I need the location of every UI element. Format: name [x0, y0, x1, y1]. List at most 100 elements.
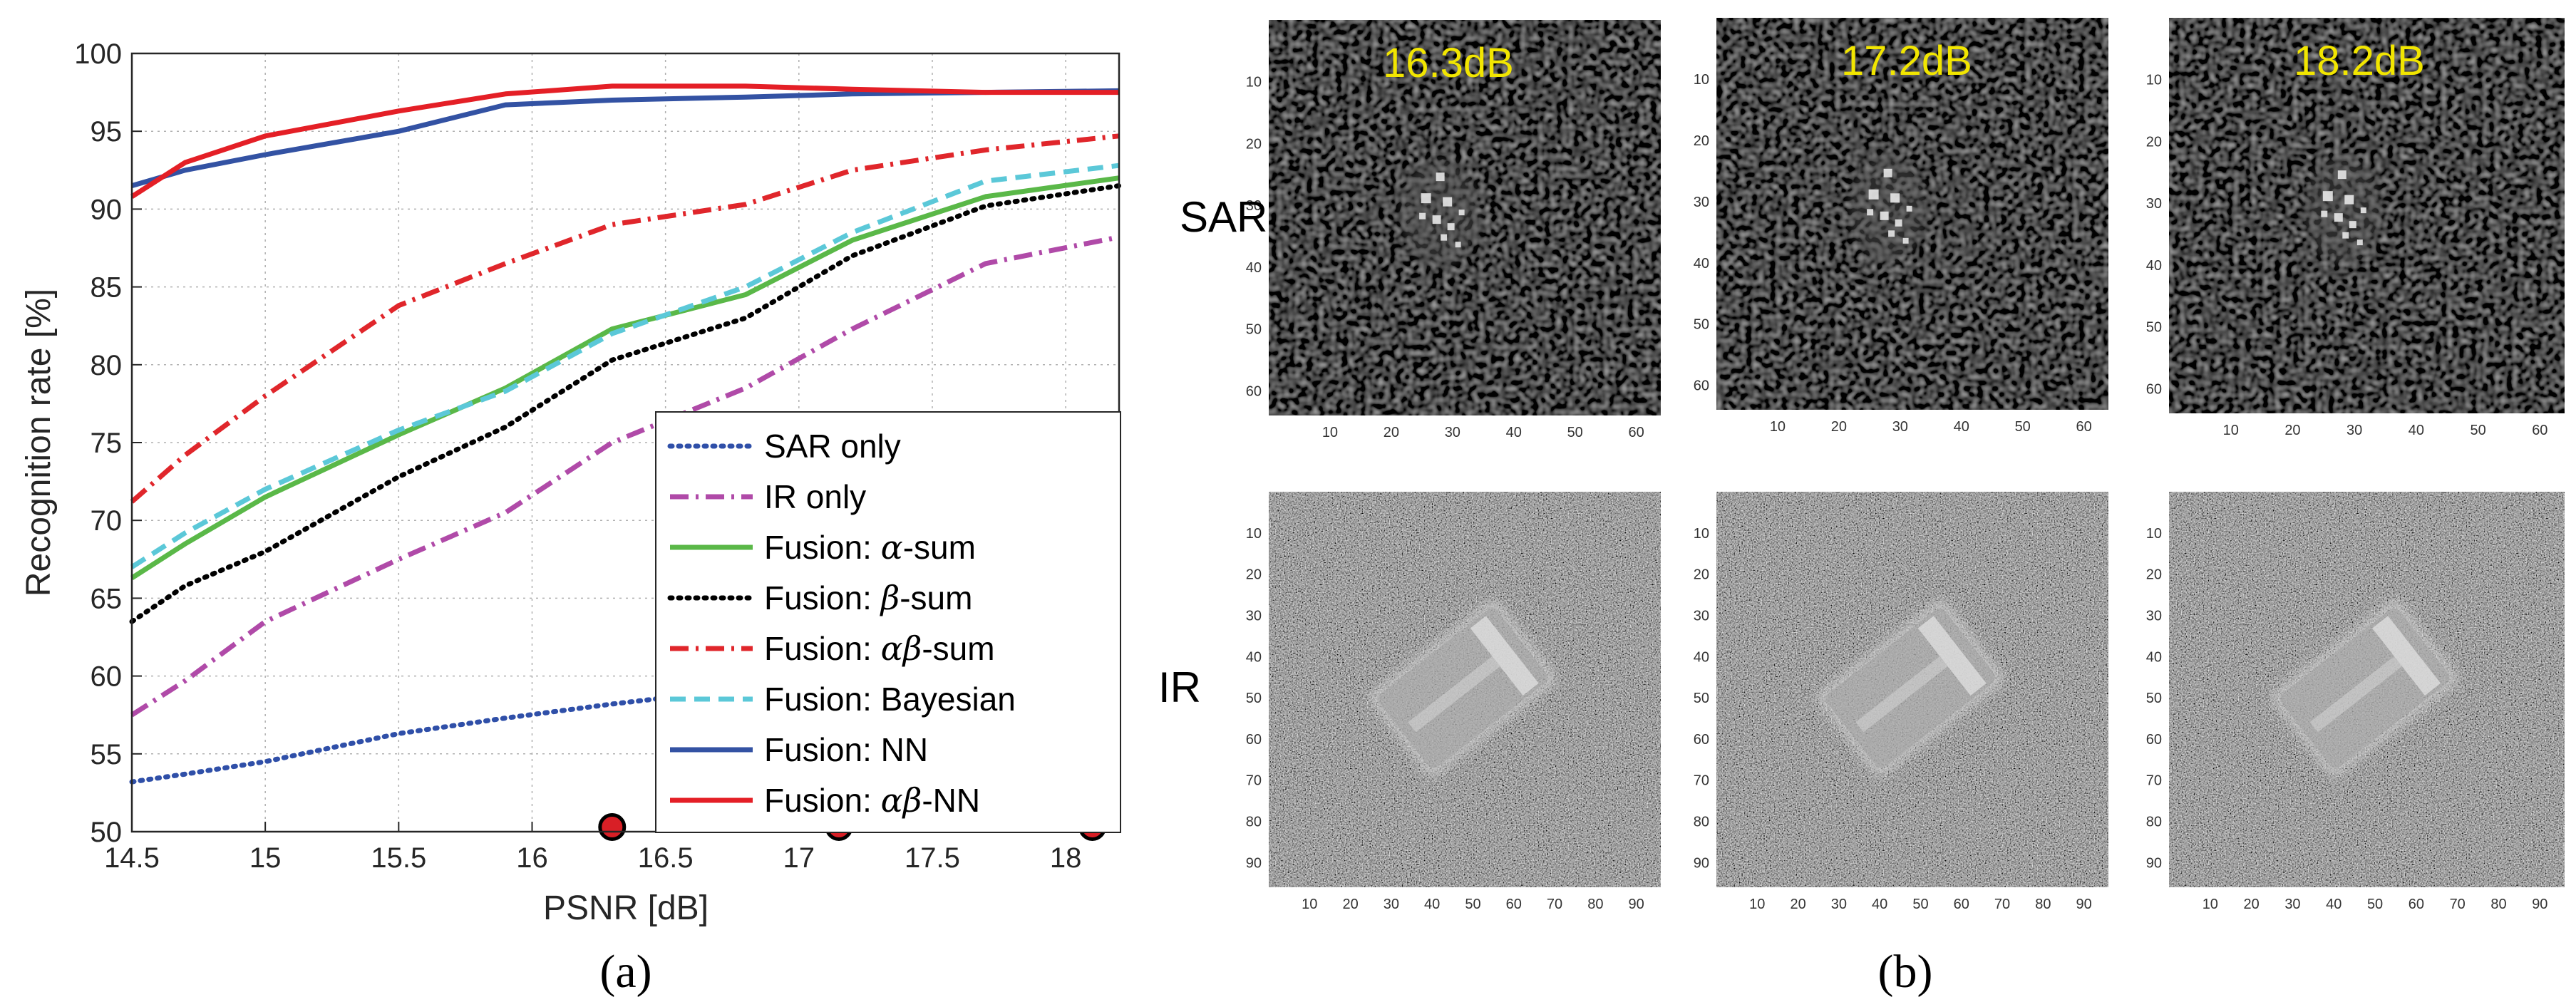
ir-target [1817, 599, 2004, 777]
legend-entry: IR only [764, 478, 866, 515]
sar-image-3: 18.2dB 10 20 30 40 50 60 10 20 30 40 50 60 [2146, 18, 2565, 438]
sar-y-tick-label: 10 [2146, 73, 2162, 88]
legend-entry: Fusion: αβ-NN [764, 781, 980, 820]
ir-x-tick-label: 90 [1629, 897, 1644, 912]
ir-y-tick-label: 60 [2146, 732, 2162, 748]
ir-x-tick-label: 70 [2450, 897, 2466, 912]
y-tick-label: 80 [91, 350, 123, 381]
ir-x-tick-label: 50 [2367, 897, 2383, 912]
ir-y-tick-label: 60 [1246, 732, 1262, 748]
ir-x-tick-label: 10 [1302, 897, 1317, 912]
ir-x-tick-label: 20 [1342, 897, 1358, 912]
x-axis-label: PSNR [dB] [543, 889, 709, 927]
ir-x-tick-label: 30 [1384, 897, 1399, 912]
sar-x-tick-label: 20 [2284, 423, 2300, 438]
sar-y-tick-label: 20 [2146, 134, 2162, 150]
sar-y-tick-label: 30 [2146, 196, 2162, 212]
ir-y-tick-label: 70 [1694, 773, 1709, 789]
ir-target [2271, 599, 2458, 777]
x-axis-ticks: 14.5 15 15.5 16 16.5 17 17.5 18 [104, 822, 1081, 874]
x-tick-label: 18 [1050, 842, 1082, 874]
psnr-label: 16.3dB [1383, 40, 1514, 86]
ir-x-tick-label: 90 [2076, 897, 2092, 912]
y-tick-label: 60 [91, 661, 123, 693]
ir-target [1369, 599, 1557, 777]
series-line-fusion-αβ-nn [130, 83, 1119, 199]
sar-y-tick-label: 50 [2146, 320, 2162, 336]
sar-y-tick-label: 50 [1694, 317, 1709, 333]
ir-y-tick-label: 70 [2146, 773, 2162, 789]
legend-entry: Fusion: αβ-sum [764, 629, 995, 668]
series-line-fusion-αβ-sum [130, 133, 1120, 504]
sar-y-tick-label: 50 [1246, 322, 1262, 338]
x-tick-label: 17.5 [905, 842, 960, 874]
panel-a-label: (a) [599, 946, 651, 998]
ir-y-tick-label: 80 [1246, 815, 1262, 830]
sar-y-tick-label: 40 [1694, 256, 1709, 272]
sar-x-tick-label: 30 [2346, 423, 2362, 438]
y-tick-label: 75 [91, 428, 123, 459]
ir-y-tick-label: 10 [1246, 526, 1262, 542]
legend-entry: Fusion: NN [764, 731, 928, 768]
sar-y-tick-label: 60 [1246, 383, 1262, 399]
sar-x-tick-label: 20 [1384, 425, 1399, 440]
sar-y-tick-label: 30 [1246, 198, 1262, 214]
sar-x-tick-label: 60 [1629, 425, 1644, 440]
ir-y-tick-label: 90 [2146, 855, 2162, 871]
y-tick-label: 55 [91, 739, 123, 770]
ir-y-tick-label: 40 [2146, 649, 2162, 665]
ir-y-tick-label: 60 [1694, 732, 1709, 748]
legend-entry: SAR only [764, 428, 901, 465]
series-line-fusion-α-sum [130, 175, 1120, 580]
ir-x-tick-label: 70 [1994, 897, 2010, 912]
ir-x-tick-label: 10 [2203, 897, 2218, 912]
ir-x-tick-label: 20 [1790, 897, 1805, 912]
ir-y-tick-label: 10 [1694, 526, 1709, 542]
sar-x-tick-label: 30 [1445, 425, 1460, 440]
ir-x-tick-label: 20 [2244, 897, 2260, 912]
ir-y-tick-label: 90 [1694, 855, 1709, 871]
sar-y-tick-label: 40 [1246, 260, 1262, 276]
sar-x-tick-label: 50 [2015, 419, 2031, 435]
ir-y-tick-label: 80 [1694, 815, 1709, 830]
ir-x-tick-label: 30 [2284, 897, 2300, 912]
image-grid: 16.3dB 10 20 30 40 50 60 10 20 30 40 50 60 17.2dB 10 20… [1246, 18, 2565, 912]
ir-y-tick-label: 40 [1694, 649, 1709, 665]
ir-image-3: 10 20 30 40 50 60 70 80 90 10 20 30 40 50 60 70 80 90 [2146, 492, 2565, 912]
x-tick-label: 16.5 [638, 842, 694, 874]
x-tick-label: 14.5 [104, 842, 160, 874]
y-tick-label: 70 [91, 505, 123, 537]
legend: SAR only IR only Fusion: α-sum Fusion: β-su… [655, 411, 1121, 833]
ir-y-tick-label: 30 [1694, 608, 1709, 624]
ir-x-tick-label: 80 [1587, 897, 1603, 912]
sar-image-2: 17.2dB 10 20 30 40 50 60 10 20 30 40 50 60 [1694, 18, 2108, 435]
sar-x-tick-label: 60 [2532, 423, 2547, 438]
ir-x-tick-label: 50 [1465, 897, 1480, 912]
ir-x-tick-label: 30 [1831, 897, 1847, 912]
ir-y-tick-label: 50 [1246, 691, 1262, 706]
ir-image-2: 10 20 30 40 50 60 70 80 90 10 20 30 40 50 60 70 80 90 [1694, 492, 2108, 912]
ir-y-tick-label: 70 [1246, 773, 1262, 789]
ir-y-tick-label: 10 [2146, 526, 2162, 542]
series-line-fusion-bayesian [130, 162, 1120, 569]
legend-entry: Fusion: Bayesian [764, 681, 1016, 718]
series-line-fusion-β-sum [129, 183, 1122, 624]
ir-x-tick-label: 90 [2532, 897, 2547, 912]
sar-y-tick-label: 20 [1694, 133, 1709, 149]
y-tick-label: 65 [91, 583, 123, 614]
series-line-ir-only [130, 234, 1120, 718]
y-tick-label: 100 [74, 38, 122, 70]
y-tick-label: 95 [91, 116, 123, 148]
sar-x-tick-label: 40 [1954, 419, 1969, 435]
ir-x-tick-label: 80 [2490, 897, 2506, 912]
sar-x-tick-label: 30 [1892, 419, 1908, 435]
legend-entry: Fusion: α-sum [764, 528, 976, 567]
sar-y-tick-label: 10 [1246, 75, 1262, 91]
sar-image-1: 16.3dB 10 20 30 40 50 60 10 20 30 40 50 60 [1246, 20, 1661, 440]
ir-x-tick-label: 40 [2326, 897, 2341, 912]
ir-x-tick-label: 70 [1547, 897, 1562, 912]
ir-x-tick-label: 40 [1424, 897, 1440, 912]
ir-y-tick-label: 20 [2146, 567, 2162, 583]
legend-box [655, 411, 1121, 833]
sar-y-tick-label: 20 [1246, 136, 1262, 152]
